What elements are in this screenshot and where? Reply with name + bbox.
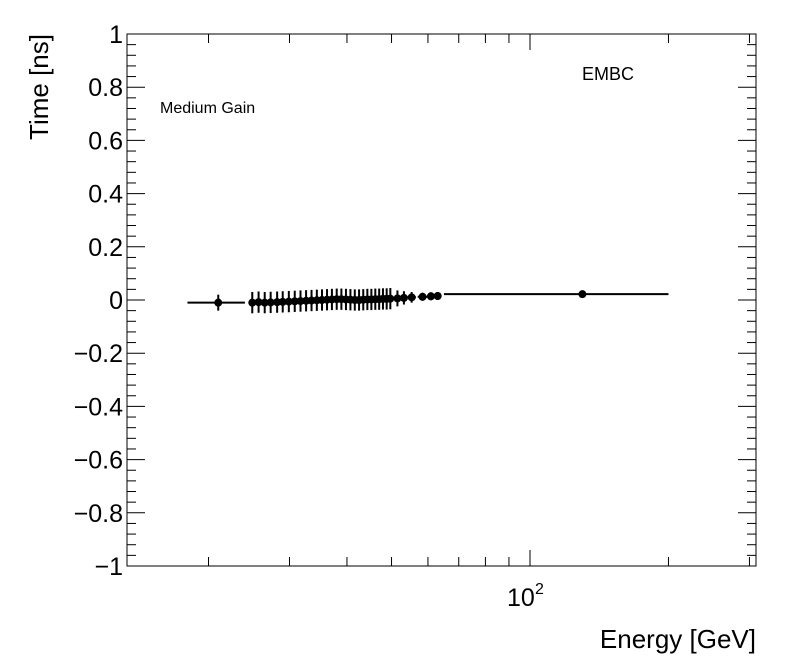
x-tick-labels: 10 2 xyxy=(507,581,544,612)
data-point xyxy=(266,298,275,307)
data-point xyxy=(386,294,395,303)
plot-frame xyxy=(126,33,757,567)
y-axis-title: Time [ns] xyxy=(24,34,54,140)
y-tick-label: 0.2 xyxy=(88,234,123,262)
data-point xyxy=(260,298,269,307)
data-point xyxy=(254,298,263,307)
data-point xyxy=(578,290,587,299)
x-axis-title: Energy [GeV] xyxy=(600,624,756,654)
data-point xyxy=(426,292,435,301)
data-point xyxy=(393,294,402,303)
y-tick-label: −0.4 xyxy=(74,393,123,421)
y-tick-label: 0 xyxy=(109,287,123,315)
data-series xyxy=(187,288,669,314)
y-tick-label: 0.6 xyxy=(88,127,123,155)
data-point xyxy=(433,292,442,301)
data-point xyxy=(399,293,408,302)
data-point xyxy=(407,293,416,302)
annotation-medium-gain: Medium Gain xyxy=(160,100,255,117)
axis-ticks xyxy=(127,33,756,567)
data-point xyxy=(248,298,257,307)
y-tick-label: 0.4 xyxy=(88,181,123,209)
y-tick-label: −0.8 xyxy=(74,500,123,528)
y-tick-label: 1 xyxy=(109,21,123,49)
data-point xyxy=(214,298,223,307)
y-tick-label: 0.8 xyxy=(88,74,123,102)
data-point xyxy=(290,297,299,306)
data-point xyxy=(278,297,287,306)
data-point xyxy=(284,297,293,306)
annotation-embc: EMBC xyxy=(582,64,634,84)
y-tick-labels: −1 −0.8 −0.6 −0.4 −0.2 0 0.2 0.4 0.6 0.8 1 xyxy=(74,21,123,581)
y-tick-label: −0.6 xyxy=(74,447,123,475)
x-tick-label-exponent: 2 xyxy=(535,581,544,598)
y-tick-label: −1 xyxy=(94,553,123,581)
x-tick-label-base: 10 xyxy=(507,584,535,612)
y-tick-label: −0.2 xyxy=(74,340,123,368)
data-point xyxy=(418,292,427,301)
